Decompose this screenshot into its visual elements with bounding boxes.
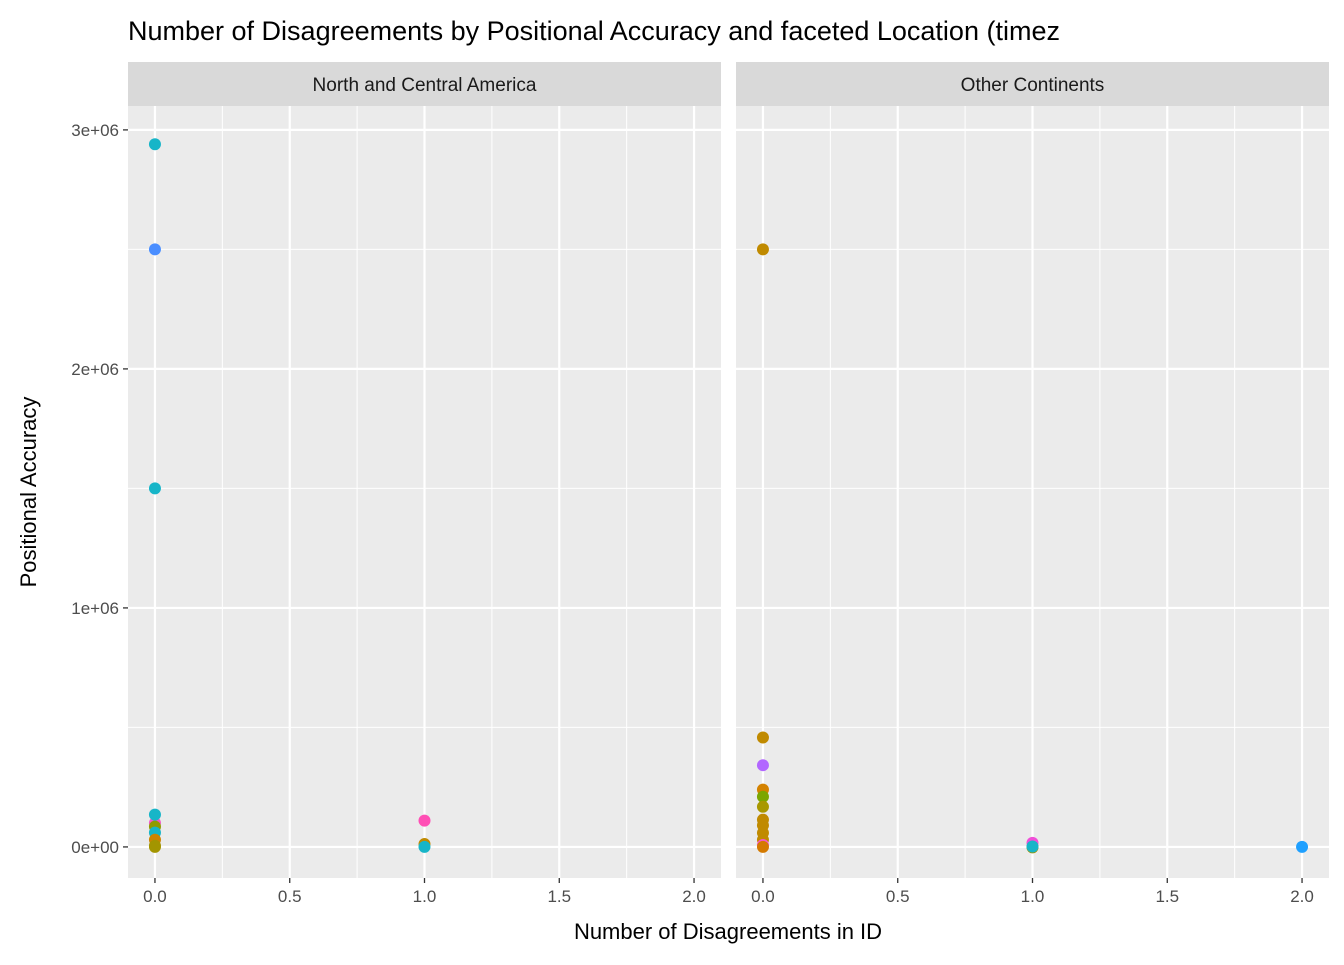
x-tick-label: 1.0 xyxy=(413,887,437,906)
data-point xyxy=(756,759,769,772)
x-tick-label: 2.0 xyxy=(1290,887,1314,906)
data-point xyxy=(1296,840,1309,853)
y-tick-label: 2e+06 xyxy=(71,360,119,379)
y-tick-label: 1e+06 xyxy=(71,599,119,618)
x-tick-label: 1.0 xyxy=(1021,887,1045,906)
data-point xyxy=(418,840,431,853)
facet-panel-0: North and Central America 0.0 0.5 1.0 1.5 2.0… xyxy=(71,62,721,906)
x-axis-label: Number of Disagreements in ID xyxy=(574,919,882,944)
y-tick-label: 0e+00 xyxy=(71,838,119,857)
facet-strip-label: North and Central America xyxy=(313,75,537,96)
data-point xyxy=(418,814,431,827)
x-tick-label: 1.5 xyxy=(547,887,571,906)
data-point xyxy=(148,138,161,151)
data-point xyxy=(148,243,161,256)
x-tick-label: 2.0 xyxy=(682,887,706,906)
y-tick-label: 3e+06 xyxy=(71,121,119,140)
x-tick-label: 0.0 xyxy=(751,887,775,906)
chart-title: Number of Disagreements by Positional Ac… xyxy=(128,16,1060,46)
data-point xyxy=(756,800,769,813)
x-tick-label: 0.5 xyxy=(886,887,910,906)
facet-panel-1: Other Continents 0.0 0.5 1.0 1.5 2.0 xyxy=(736,62,1329,906)
x-tick-label: 0.5 xyxy=(278,887,302,906)
data-point xyxy=(756,243,769,256)
data-point xyxy=(756,731,769,744)
x-tick-label: 1.5 xyxy=(1155,887,1179,906)
data-point xyxy=(148,482,161,495)
data-point xyxy=(756,840,769,853)
data-point xyxy=(756,790,769,803)
data-point xyxy=(148,840,161,853)
facet-strip-label: Other Continents xyxy=(961,75,1105,96)
data-point xyxy=(1026,840,1039,853)
y-axis-label: Positional Accuracy xyxy=(16,397,41,588)
facet-strip xyxy=(736,62,1329,106)
data-point xyxy=(148,808,161,821)
facet-strip xyxy=(128,62,721,106)
x-tick-label: 0.0 xyxy=(143,887,167,906)
